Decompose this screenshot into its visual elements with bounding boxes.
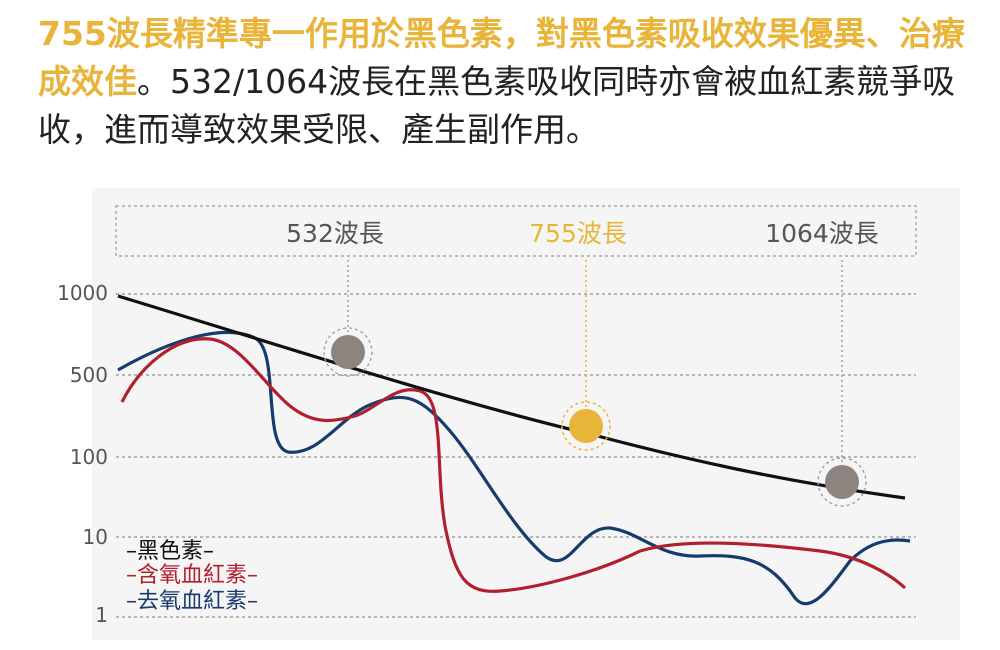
marker-755 (561, 401, 611, 451)
wavelength-label-1064: 1064波長 (765, 219, 879, 248)
marker-532 (323, 327, 373, 377)
marker-1064-dot (825, 465, 859, 499)
grid-lines (116, 293, 916, 618)
marker-532-ring (323, 327, 373, 377)
intro-rest: 。532/1064波長在黑色素吸收同時亦會被血紅素競爭吸收，進而導致效果受限、產… (38, 62, 956, 149)
deoxy-hemoglobin-curve (117, 330, 911, 606)
marker-755-dot (569, 409, 603, 443)
marker-755-ring (561, 401, 611, 451)
y-tick-label: 1000 (57, 281, 108, 305)
chart-background (92, 188, 960, 640)
wavelength-label-box (115, 205, 917, 257)
intro-highlight: 755波長精準專一作用於黑色素，對黑色素吸收效果優異、治療成效佳 (38, 14, 965, 101)
chart-svg: 1000 500 100 10 1 532波長 755波長 1064波長 (57, 188, 960, 640)
y-tick-label: 1 (95, 603, 108, 627)
wavelength-labels: 532波長 755波長 1064波長 (286, 219, 879, 248)
legend-item-oxy-hemoglobin: –含氧血紅素– (126, 563, 258, 588)
y-tick-label: 100 (70, 445, 108, 469)
y-tick-label: 10 (83, 525, 108, 549)
marker-1064 (817, 457, 867, 507)
legend-item-melanin: –黑色素– (126, 539, 214, 564)
wavelength-label-755: 755波長 (529, 219, 627, 248)
y-tick-labels: 1000 500 100 10 1 (57, 281, 108, 627)
marker-532-dot (331, 335, 365, 369)
legend: –黑色素– –含氧血紅素– –去氧血紅素– (126, 539, 258, 614)
intro-text: 755波長精準專一作用於黑色素，對黑色素吸收效果優異、治療成效佳。532/106… (38, 10, 988, 154)
legend-item-deoxy-hemoglobin: –去氧血紅素– (126, 589, 258, 614)
marker-1064-ring (817, 457, 867, 507)
oxy-hemoglobin-curve (120, 337, 907, 593)
wavelength-label-532: 532波長 (286, 219, 384, 248)
absorption-chart: 1000 500 100 10 1 532波長 755波長 1064波長 (0, 176, 1000, 646)
y-tick-label: 500 (70, 363, 108, 387)
